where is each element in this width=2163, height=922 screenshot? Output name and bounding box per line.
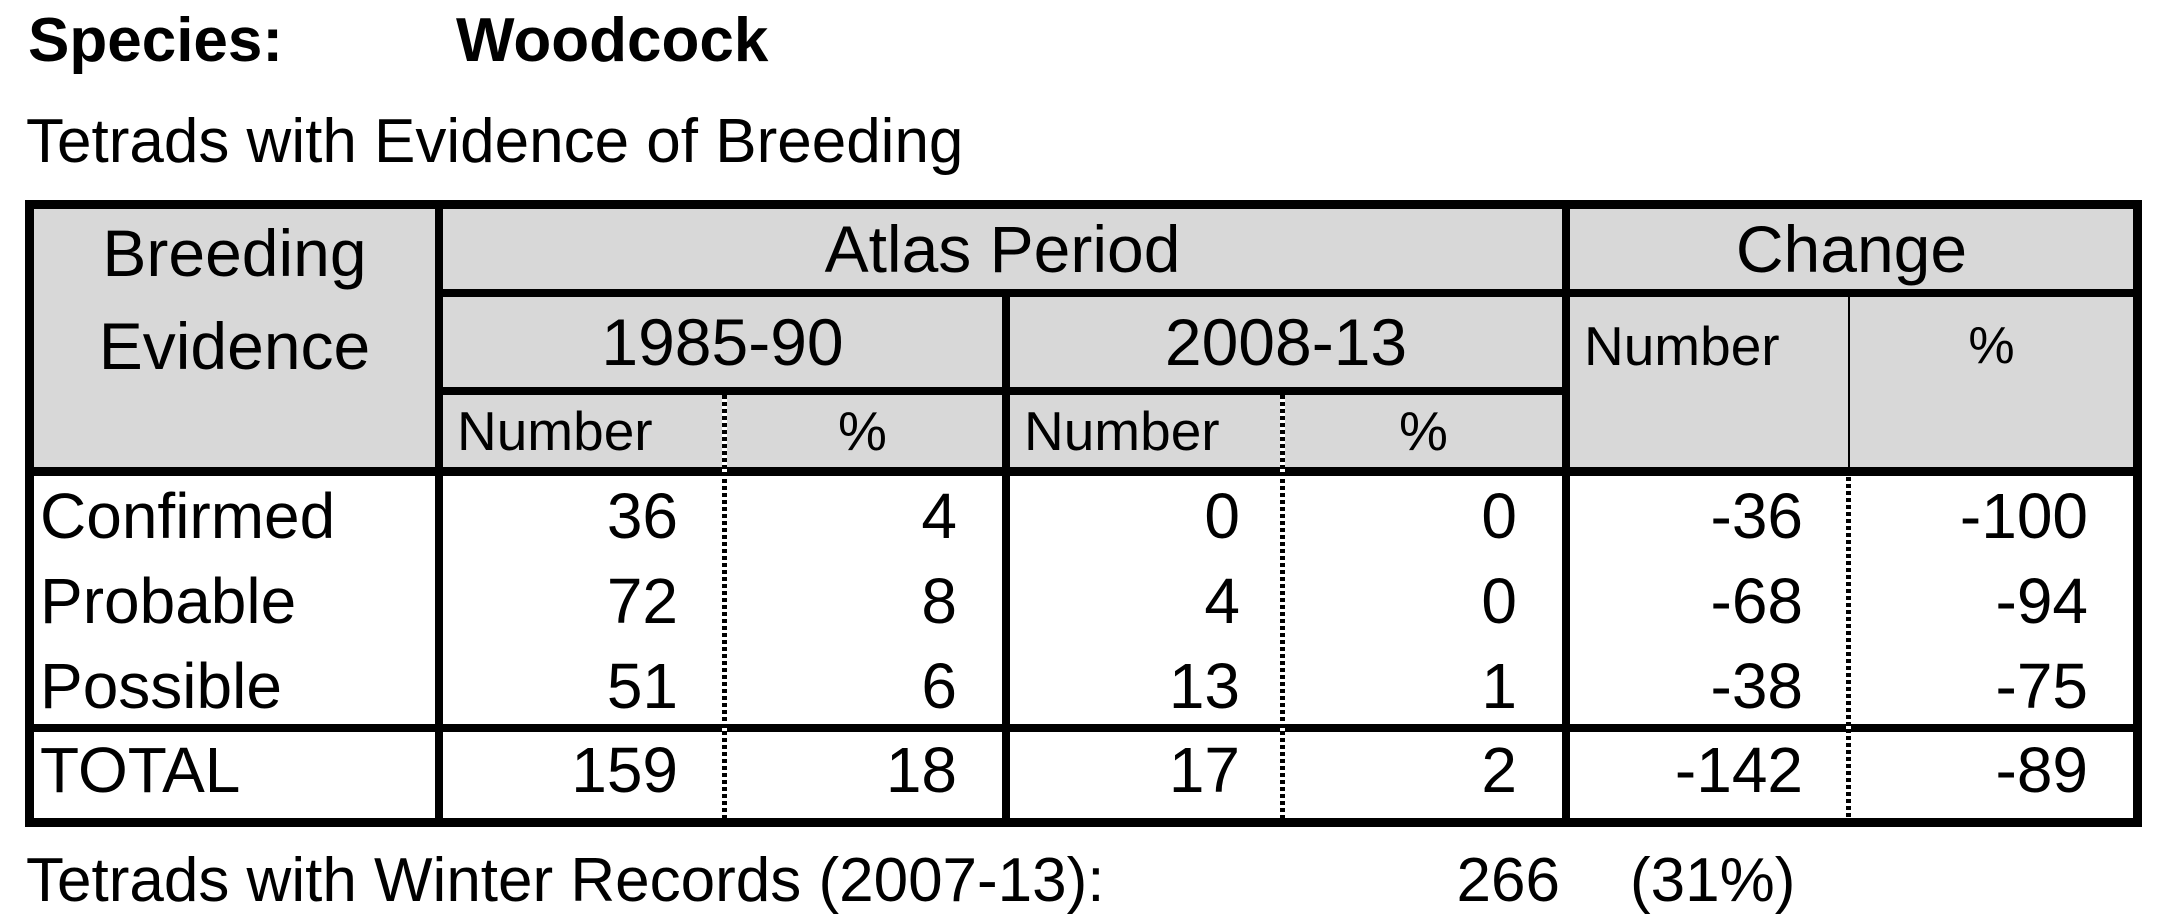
cell-total-change-percent: -89 — [1995, 734, 2089, 806]
cell-possible-p1-percent: 6 — [723, 646, 1010, 732]
cell-probable-change-percent: -94 — [1995, 565, 2089, 637]
p2-number-header: Number — [1010, 395, 1285, 476]
p2-percent-header: % — [1285, 395, 1570, 476]
cell-confirmed-change-percent: -100 — [1959, 480, 2088, 552]
cell-confirmed-p2-percent: 0 — [1285, 476, 1570, 561]
cell-confirmed-p1-percent: 4 — [723, 476, 1010, 561]
p1-number-header: Number — [443, 395, 723, 476]
dotted-divider-2008-13 — [1280, 395, 1285, 818]
cell-probable-p2-percent: 0 — [1285, 561, 1570, 646]
cell-total-p1-percent: 18 — [723, 732, 1010, 818]
cell-possible-p2-percent: 1 — [1285, 646, 1570, 732]
cell-total-change-number: -142 — [1674, 734, 1803, 806]
cell-possible-change-number: -38 — [1570, 646, 1848, 732]
corner-header-line2: Evidence — [98, 309, 371, 383]
cell-total-p2-percent: 2 — [1285, 732, 1570, 818]
species-label: Species: — [28, 6, 284, 75]
cell-possible-p1-number: 51 — [443, 646, 723, 732]
cell-confirmed-p2-number: 0 — [1204, 480, 1240, 552]
corner-header-line1: Breeding — [102, 216, 367, 290]
subtitle: Tetrads with Evidence of Breeding — [26, 107, 964, 176]
winter-records-label: Tetrads with Winter Records (2007-13): — [26, 846, 1105, 915]
cell-possible-p2-number: 13 — [1010, 646, 1285, 732]
cell-total-p1-number: 159 — [571, 734, 678, 806]
breeding-evidence-table: Breeding Evidence Atlas Period Change 19… — [25, 200, 2142, 827]
winter-records-percent: (31%) — [1630, 846, 1796, 915]
row-confirmed-label: Confirmed — [34, 476, 443, 561]
species-value: Woodcock — [456, 6, 769, 75]
dotted-divider-1985-90 — [722, 395, 727, 818]
cell-probable-change-number: -68 — [1710, 565, 1804, 637]
change-percent-header: % — [1848, 297, 2133, 476]
change-header: Change — [1570, 209, 2133, 297]
atlas-period-header: Atlas Period — [443, 209, 1570, 297]
dotted-divider-change — [1846, 477, 1851, 818]
cell-total-p2-number: 17 — [1168, 734, 1240, 806]
period-1985-90-header: 1985-90 — [443, 297, 1010, 395]
row-probable-label: Probable — [34, 561, 443, 646]
row-total-label: TOTAL — [34, 732, 443, 818]
corner-header-breeding-evidence: Breeding Evidence — [34, 209, 443, 476]
cell-probable-p1-percent: 8 — [723, 561, 1010, 646]
cell-probable-p2-number: 4 — [1204, 565, 1240, 637]
cell-confirmed-change-number: -36 — [1710, 480, 1804, 552]
p1-percent-header: % — [723, 395, 1010, 476]
change-number-header: Number — [1570, 297, 1848, 476]
period-2008-13-header: 2008-13 — [1010, 297, 1570, 395]
cell-probable-p1-number: 72 — [606, 565, 678, 637]
cell-possible-change-percent: -75 — [1848, 646, 2133, 732]
table-grid: Breeding Evidence Atlas Period Change 19… — [25, 200, 2142, 827]
winter-records-count: 266 — [1456, 846, 1560, 915]
row-possible-label: Possible — [34, 646, 443, 732]
cell-confirmed-p1-number: 36 — [606, 480, 678, 552]
